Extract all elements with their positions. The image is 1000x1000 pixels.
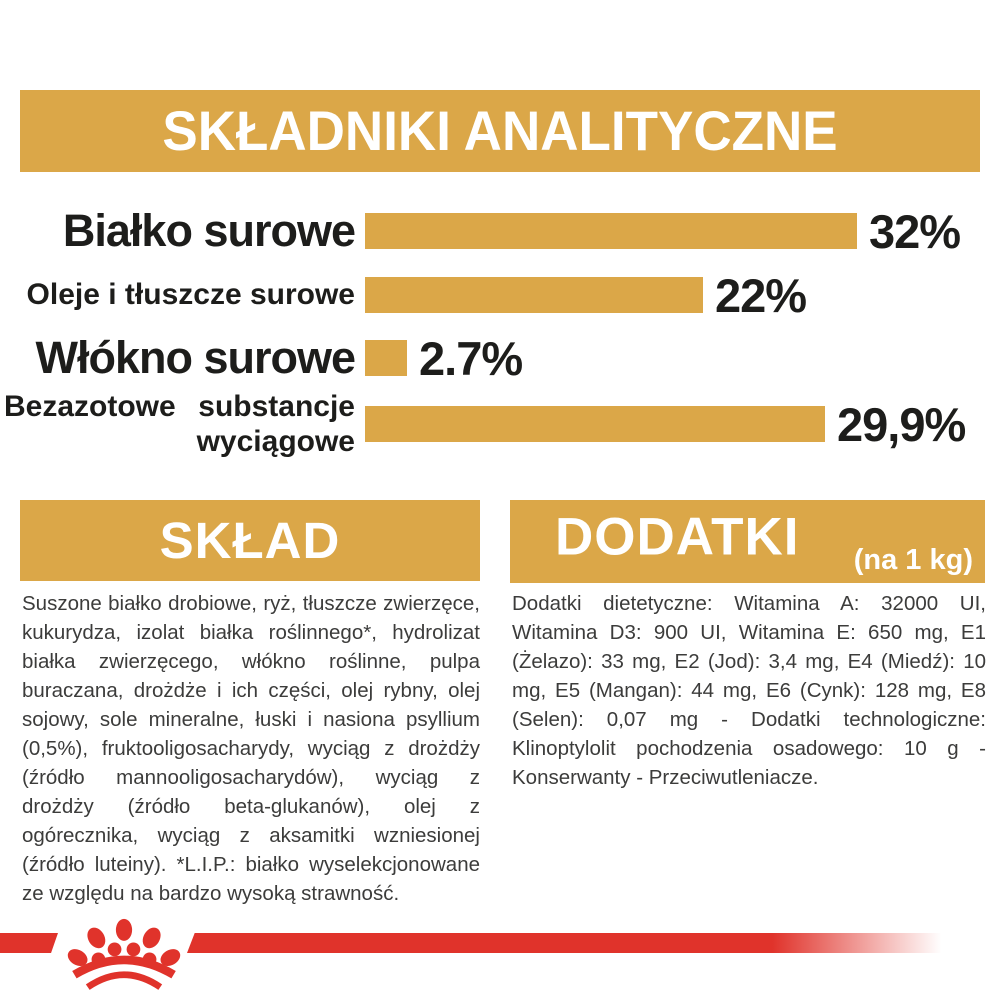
- chart-value-nfe: 29,9%: [837, 397, 966, 451]
- footer-red-bar-right: [187, 933, 957, 953]
- chart-value-crude-fibre: 2.7%: [419, 331, 523, 385]
- royal-canin-crown-icon: [67, 918, 181, 990]
- analytical-components-title: SKŁADNIKI ANALITYCZNE: [162, 100, 838, 162]
- chart-bar-crude-fibre: [365, 340, 407, 376]
- chart-value-fat-content: 22%: [715, 268, 807, 322]
- chart-label-crude-fibre: Włókno surowe: [35, 332, 356, 383]
- analytical-components-banner: SKŁADNIKI ANALITYCZNE: [20, 90, 980, 172]
- composition-text: Suszone białko drobiowe, ryż, tłuszcze z…: [22, 592, 480, 905]
- composition-title: SKŁAD: [159, 512, 341, 569]
- chart-bar-nfe: [365, 406, 825, 442]
- chart-label-crude-protein: Białko surowe: [62, 205, 356, 256]
- chart-value-crude-protein: 32%: [869, 204, 961, 258]
- chart-label-nfe-word2: substancje: [198, 390, 355, 423]
- chart-row-crude-fibre: Włókno surowe 2.7%: [0, 330, 1000, 386]
- chart-row-nfe: Bezazotowe substancje wyciągowe 29,9%: [0, 386, 1000, 462]
- chart-label-nfe-word3: wyciągowe: [196, 425, 355, 458]
- additives-subtitle: (na 1 kg): [853, 544, 973, 576]
- chart-row-crude-protein: Białko surowe 32%: [0, 203, 1000, 259]
- chart-bar-fat-content: [365, 277, 703, 313]
- additives-banner: DODATKI (na 1 kg): [510, 500, 985, 583]
- chart-bar-crude-protein: [365, 213, 857, 249]
- additives-text: Dodatki dietetyczne: Witamina A: 32000 U…: [512, 592, 986, 789]
- additives-title: DODATKI: [555, 507, 800, 567]
- chart-label-nfe-word1: Bezazotowe: [4, 390, 176, 423]
- chart-label-nfe: Bezazotowe substancje wyciągowe: [0, 389, 365, 459]
- footer-red-bar-left: [0, 933, 58, 953]
- composition-banner: SKŁAD: [20, 500, 480, 581]
- chart-label-fat-content: Oleje i tłuszcze surowe: [26, 278, 355, 311]
- chart-row-fat-content: Oleje i tłuszcze surowe 22%: [0, 267, 1000, 323]
